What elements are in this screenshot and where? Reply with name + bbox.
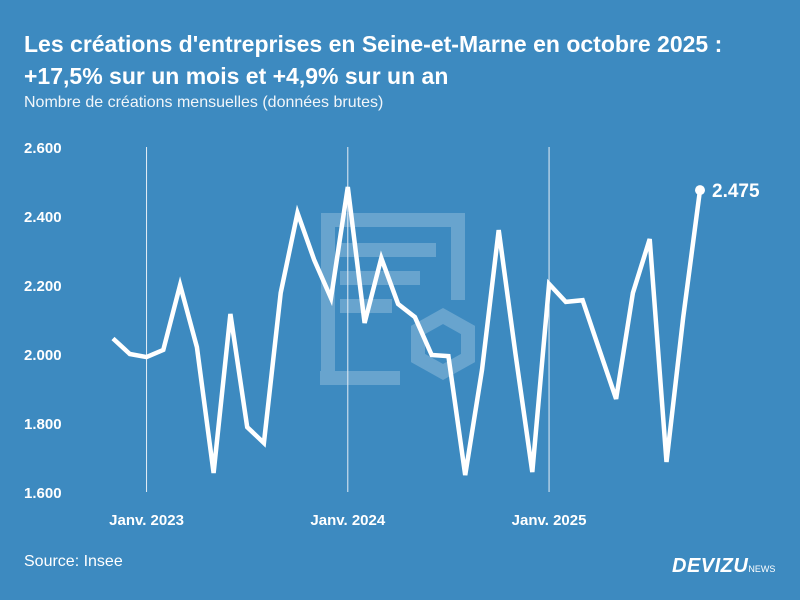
series-line xyxy=(111,186,703,476)
x-tick-label: Janv. 2023 xyxy=(109,512,184,529)
y-tick-label: 2.000 xyxy=(24,347,62,364)
data-point xyxy=(695,185,705,196)
y-tick-label: 1.800 xyxy=(24,416,62,433)
y-tick-label: 2.600 xyxy=(24,140,62,157)
y-tick-label: 1.600 xyxy=(24,485,62,502)
brand-name: DEVIZU xyxy=(672,555,749,577)
brand-suffix: NEWS xyxy=(748,564,776,574)
watermark-logo xyxy=(320,213,475,385)
source-note: Source: Insee xyxy=(24,553,123,570)
brand-logo: DEVIZUNEWS xyxy=(672,555,775,578)
x-tick-label: Janv. 2025 xyxy=(512,512,587,529)
chart-title: Les créations d'entreprises en Seine-et-… xyxy=(24,31,723,89)
y-tick-label: 2.400 xyxy=(24,209,62,226)
last-value-label: 2.475 xyxy=(712,181,760,202)
y-tick-label: 2.200 xyxy=(24,278,62,295)
x-tick-label: Janv. 2024 xyxy=(310,512,385,529)
chart-subtitle: Nombre de créations mensuelles (données … xyxy=(24,94,384,111)
